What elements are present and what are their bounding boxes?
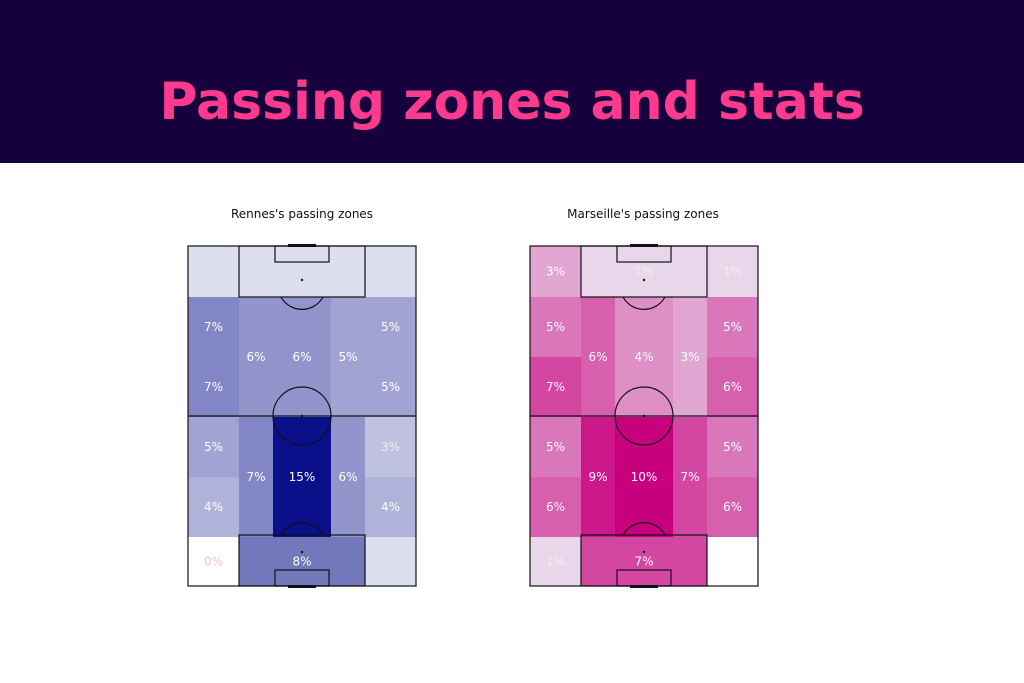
- zone-label-lower-mid-right: 6%: [338, 470, 357, 484]
- zone-label-r4-left: 5%: [204, 440, 223, 454]
- zone-r4-right: [365, 417, 416, 477]
- zone-upper-mid-center: [273, 297, 331, 417]
- center-circle: [272, 386, 332, 446]
- bottom-penalty-arc: [622, 522, 666, 536]
- zone-r2-left: [530, 297, 581, 357]
- zone-label-r3-left: 7%: [546, 380, 565, 394]
- zone-label-r5-right: 4%: [381, 500, 400, 514]
- bottom-penalty-arc: [280, 522, 324, 536]
- zone-r5-right: [707, 477, 758, 537]
- top-penalty-spot: [642, 278, 646, 282]
- zone-bottom-right: [365, 537, 416, 586]
- center-circle: [614, 386, 674, 446]
- zone-top-center: [239, 246, 365, 297]
- zone-label-r3-right: 5%: [381, 380, 400, 394]
- zone-lower-mid-right: [331, 417, 365, 537]
- zone-label-r2-right: 5%: [723, 320, 742, 334]
- zone-label-r4-left: 5%: [546, 440, 565, 454]
- zone-lower-mid-right: [673, 417, 707, 537]
- zone-label-lower-mid-center: 10%: [631, 470, 658, 484]
- zone-label-top-left: 3%: [546, 265, 565, 279]
- marseille-chart-title: Marseille's passing zones: [567, 207, 719, 221]
- zone-label-upper-mid-right: 3%: [680, 350, 699, 364]
- zone-top-right: [707, 246, 758, 297]
- zone-bottom-center: [239, 537, 365, 586]
- zone-label-upper-mid-right: 5%: [338, 350, 357, 364]
- header-banner: Passing zones and stats: [0, 0, 1024, 163]
- zone-label-upper-mid-left: 6%: [246, 350, 265, 364]
- zone-r4-left: [188, 417, 239, 477]
- zone-label-upper-mid-center: 4%: [634, 350, 653, 364]
- zone-label-r4-right: 5%: [723, 440, 742, 454]
- bottom-goal: [630, 585, 658, 588]
- zone-top-right: [365, 246, 416, 297]
- zone-bottom-left: [530, 537, 581, 586]
- zone-label-lower-mid-left: 9%: [588, 470, 607, 484]
- zone-r2-left: [188, 297, 239, 357]
- zone-bottom-center: [581, 537, 707, 586]
- center-spot: [300, 414, 304, 418]
- zone-upper-mid-left: [581, 297, 615, 417]
- zone-label-bottom-left: 0%: [204, 555, 223, 569]
- zone-top-left: [530, 246, 581, 297]
- zone-label-lower-mid-center: 15%: [289, 470, 316, 484]
- zone-upper-mid-right: [331, 297, 365, 417]
- zone-r5-left: [188, 477, 239, 537]
- bottom-goal: [288, 585, 316, 588]
- zone-r3-left: [530, 357, 581, 417]
- marseille-pitch: 3% 1% 1% 5% 5% 7% 6% 6% 4% 3% 5% 5% 6% 6% 9% 10% 7% 1% 7%: [529, 244, 759, 588]
- zone-top-left: [188, 246, 239, 297]
- zone-upper-mid-left: [239, 297, 273, 417]
- zone-label-upper-mid-center: 6%: [292, 350, 311, 364]
- zone-upper-mid-right: [673, 297, 707, 417]
- zone-label-r3-right: 6%: [723, 380, 742, 394]
- zone-label-lower-mid-right: 7%: [680, 470, 699, 484]
- zone-lower-mid-left: [581, 417, 615, 537]
- zone-label-upper-mid-left: 6%: [588, 350, 607, 364]
- zone-label-bottom-center: 7%: [634, 555, 653, 569]
- zone-r5-left: [530, 477, 581, 537]
- zone-label-r5-left: 6%: [546, 500, 565, 514]
- top-penalty-arc: [280, 296, 324, 310]
- zone-label-r2-right: 5%: [381, 320, 400, 334]
- zone-label-r5-right: 6%: [723, 500, 742, 514]
- top-penalty-spot: [300, 278, 304, 282]
- rennes-chart-title: Rennes's passing zones: [230, 207, 374, 221]
- zone-label-bottom-left: 1%: [546, 555, 565, 569]
- zone-r4-right: [707, 417, 758, 477]
- zone-r4-left: [530, 417, 581, 477]
- zone-bottom-right: [707, 537, 758, 586]
- top-goal: [630, 244, 658, 247]
- zone-r5-right: [365, 477, 416, 537]
- zone-r3-right: [365, 357, 416, 417]
- zone-label-lower-mid-left: 7%: [246, 470, 265, 484]
- zone-label-r4-right: 3%: [381, 440, 400, 454]
- center-spot: [642, 414, 646, 418]
- zone-bottom-left: [188, 537, 239, 586]
- zone-label-r2-left: 7%: [204, 320, 223, 334]
- zone-r3-left: [188, 357, 239, 417]
- top-goal: [288, 244, 316, 247]
- zone-r2-right: [365, 297, 416, 357]
- zone-label-top-center: 1%: [634, 265, 653, 279]
- zone-lower-mid-left: [239, 417, 273, 537]
- zone-upper-mid-center: [615, 297, 673, 417]
- zone-label-r3-left: 7%: [204, 380, 223, 394]
- zone-label-top-right: 1%: [723, 265, 742, 279]
- page-title: Passing zones and stats: [159, 72, 865, 132]
- bottom-penalty-spot: [642, 550, 646, 554]
- zone-label-r2-left: 5%: [546, 320, 565, 334]
- zone-label-r5-left: 4%: [204, 500, 223, 514]
- zone-top-center: [581, 246, 707, 297]
- rennes-pitch: 7% 5% 7% 5% 6% 6% 5% 5% 3% 4% 4% 7% 15% 6% 0% 8%: [187, 244, 417, 588]
- zone-r2-right: [707, 297, 758, 357]
- zone-label-bottom-center: 8%: [292, 555, 311, 569]
- zone-r3-right: [707, 357, 758, 417]
- bottom-penalty-spot: [300, 550, 304, 554]
- top-penalty-arc: [622, 296, 666, 310]
